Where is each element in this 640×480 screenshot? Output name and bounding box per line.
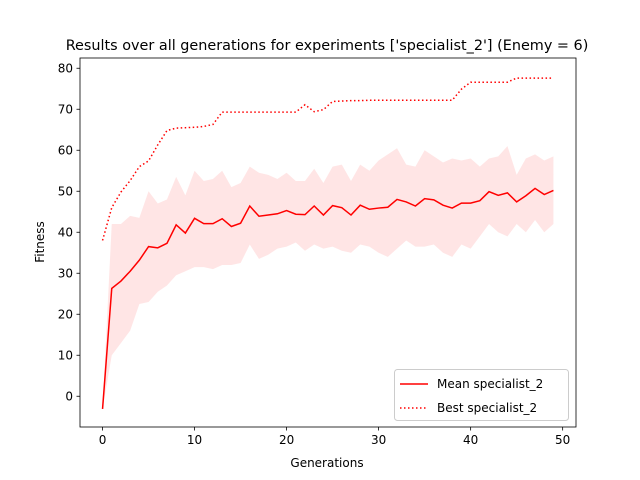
y-tick-label: 20 bbox=[58, 307, 73, 321]
y-axis-ticks: 0 10 20 30 40 50 60 70 80 bbox=[58, 61, 80, 403]
chart-title: Results over all generations for experim… bbox=[66, 38, 589, 54]
y-tick-label: 60 bbox=[58, 143, 73, 157]
x-axis-ticks: 0 10 20 30 40 50 bbox=[99, 427, 570, 447]
x-tick-label: 10 bbox=[187, 433, 202, 447]
y-axis-label: Fitness bbox=[33, 221, 47, 263]
series-0-band bbox=[102, 146, 554, 409]
series-1-line bbox=[101, 77, 554, 241]
x-tick-label: 0 bbox=[99, 433, 107, 447]
x-tick-label: 40 bbox=[463, 433, 478, 447]
legend: Mean specialist_2 Best specialist_2 bbox=[394, 369, 569, 421]
x-tick-label: 20 bbox=[279, 433, 294, 447]
y-tick-label: 30 bbox=[58, 266, 73, 280]
legend-box bbox=[394, 369, 569, 421]
legend-label-mean: Mean specialist_2 bbox=[437, 377, 543, 391]
series-0-line bbox=[101, 187, 554, 410]
x-axis-label: Generations bbox=[290, 456, 363, 470]
confidence-band-layer bbox=[102, 146, 554, 409]
y-tick-label: 50 bbox=[58, 184, 73, 198]
y-tick-label: 0 bbox=[65, 389, 73, 403]
plot-frame bbox=[79, 57, 577, 428]
y-tick-label: 10 bbox=[58, 348, 73, 362]
y-tick-label: 40 bbox=[58, 225, 73, 239]
y-tick-label: 80 bbox=[58, 61, 73, 75]
legend-label-best: Best specialist_2 bbox=[437, 401, 537, 415]
y-tick-label: 70 bbox=[58, 102, 73, 116]
x-tick-label: 30 bbox=[371, 433, 386, 447]
series-lines-layer bbox=[101, 77, 554, 410]
x-tick-label: 50 bbox=[555, 433, 570, 447]
